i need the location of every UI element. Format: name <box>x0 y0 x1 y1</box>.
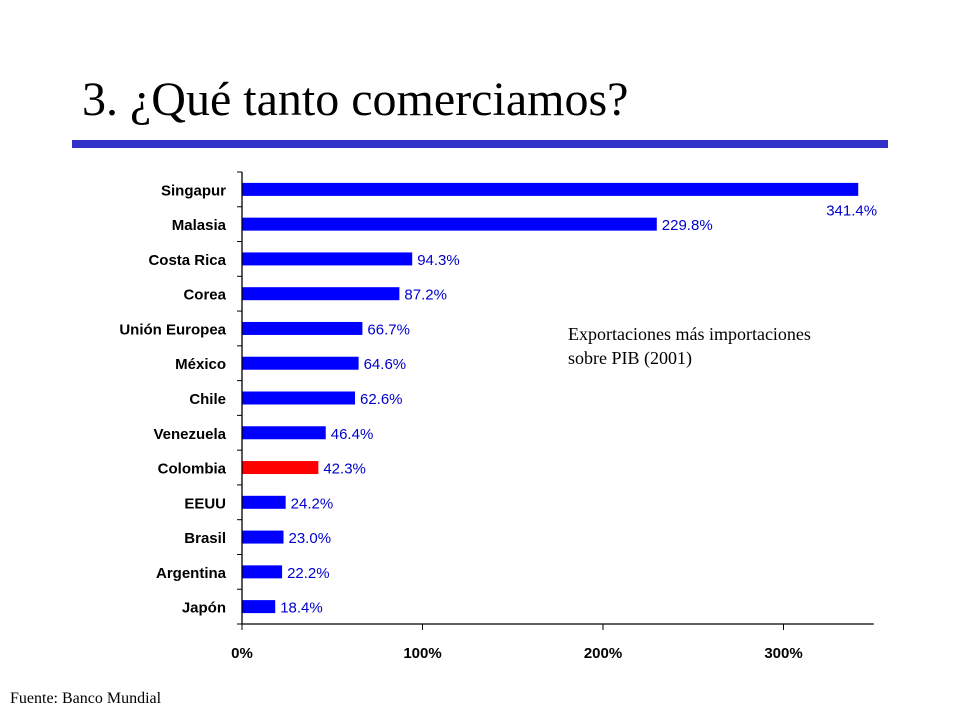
value-label-7: 46.4% <box>331 426 374 443</box>
value-label-11: 22.2% <box>287 565 330 582</box>
value-label-9: 24.2% <box>291 495 334 512</box>
bar-0 <box>242 182 859 196</box>
bar-4 <box>242 321 363 335</box>
bar-9 <box>242 495 286 509</box>
title-rule <box>72 140 888 148</box>
value-label-5: 64.6% <box>364 356 407 373</box>
bar-12 <box>242 600 276 614</box>
bar-11 <box>242 565 283 579</box>
category-labels: Singapur Malasia Costa Rica Corea Unión Euro… <box>119 182 226 616</box>
value-label-4: 66.7% <box>367 321 410 338</box>
bar-1 <box>242 217 657 231</box>
value-label-12: 18.4% <box>280 600 323 617</box>
chart-annotation: Exportaciones más importaciones sobre PI… <box>568 322 811 370</box>
category-label-0: Singapur <box>161 182 226 199</box>
value-label-10: 23.0% <box>289 530 332 547</box>
axes: 0% 100% 200% 300% <box>231 171 874 662</box>
category-label-12: Japón <box>182 600 226 617</box>
value-label-2: 94.3% <box>417 252 460 269</box>
x-tick-label-1: 100% <box>403 645 441 662</box>
bar-3 <box>242 287 400 301</box>
bar-10 <box>242 530 284 544</box>
value-label-0: 341.4% <box>826 202 877 219</box>
category-label-1: Malasia <box>172 217 227 234</box>
bar-5 <box>242 356 359 370</box>
category-label-9: EEUU <box>184 495 226 512</box>
category-label-5: México <box>175 356 226 373</box>
value-label-3: 87.2% <box>404 287 447 304</box>
value-label-1: 229.8% <box>662 217 713 234</box>
category-label-11: Argentina <box>156 565 227 582</box>
bar-6 <box>242 391 355 405</box>
value-label-8: 42.3% <box>323 461 366 478</box>
category-label-7: Venezuela <box>153 426 226 443</box>
annotation-line-2: sobre PIB (2001) <box>568 348 692 368</box>
category-label-8: Colombia <box>158 461 227 478</box>
value-label-6: 62.6% <box>360 391 403 408</box>
bar-8 <box>242 461 319 475</box>
annotation-line-1: Exportaciones más importaciones <box>568 324 811 344</box>
bars-layer <box>242 182 859 614</box>
category-label-6: Chile <box>189 391 226 408</box>
bar-2 <box>242 252 413 266</box>
category-label-4: Unión Europea <box>119 321 226 338</box>
category-label-3: Corea <box>183 287 226 304</box>
category-label-2: Costa Rica <box>148 252 226 269</box>
x-tick-label-0: 0% <box>231 645 253 662</box>
bar-7 <box>242 426 326 440</box>
x-tick-label-3: 300% <box>764 645 802 662</box>
x-tick-label-2: 200% <box>584 645 622 662</box>
category-label-10: Brasil <box>184 530 226 547</box>
slide-title: 3. ¿Qué tanto comerciamos? <box>82 73 629 126</box>
value-labels: 341.4% 229.8% 94.3% 87.2% 66.7% 64.6% 62.6% 46.… <box>280 202 877 616</box>
source-note: Fuente: Banco Mundial <box>10 690 162 707</box>
